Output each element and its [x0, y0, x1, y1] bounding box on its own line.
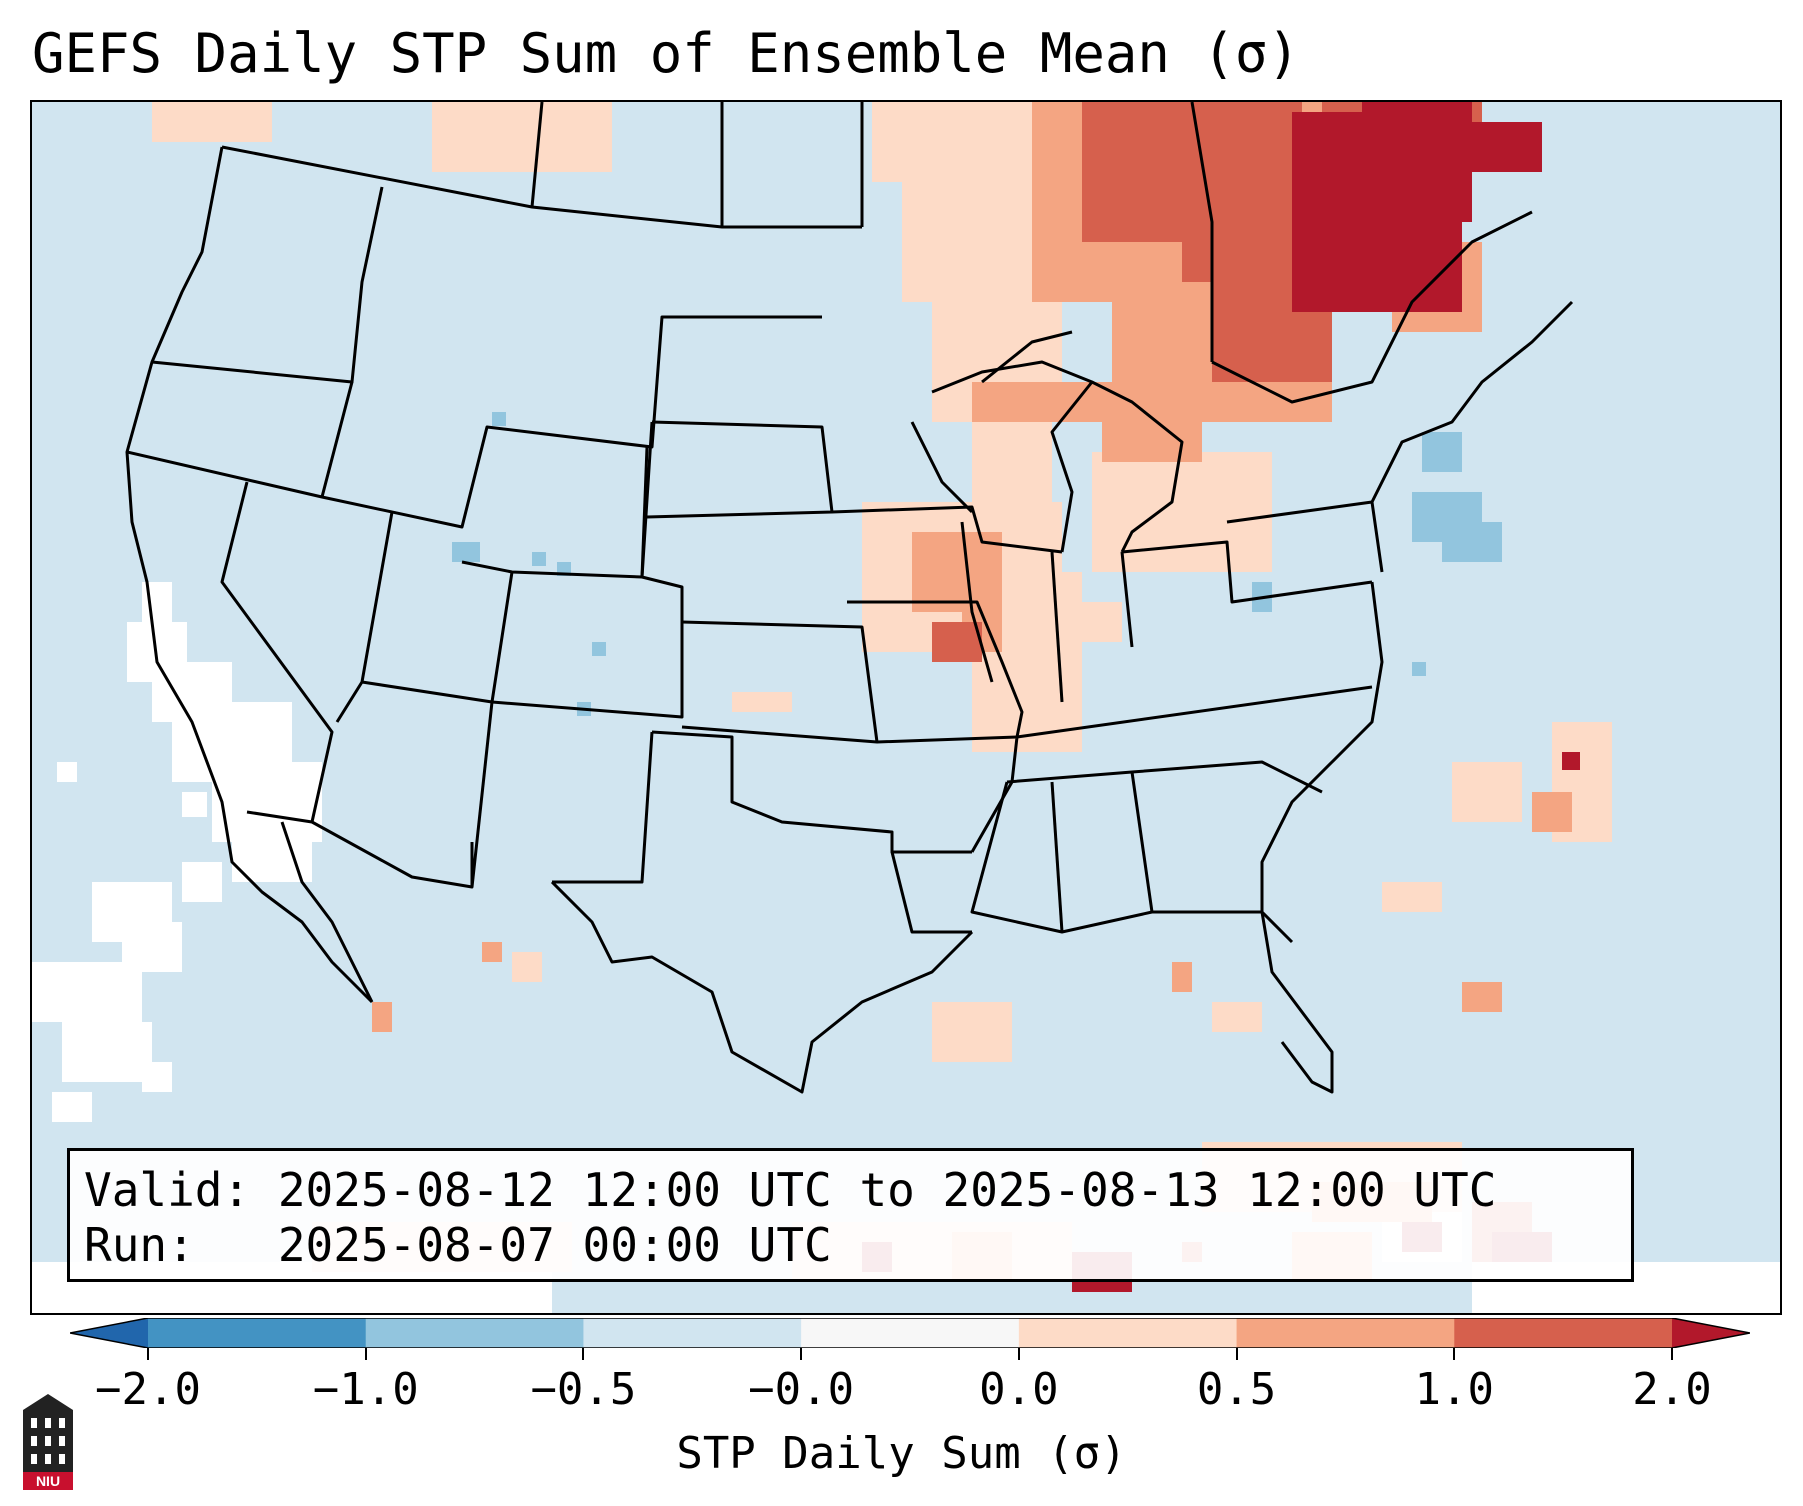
colorbar-segment — [1454, 1318, 1673, 1348]
colorbar-segment — [1236, 1318, 1455, 1348]
colorbar-tick-mark — [1671, 1348, 1673, 1360]
colorbar-tick-mark — [1235, 1348, 1238, 1360]
colorbar-tick-mark — [800, 1348, 803, 1360]
colorbar-segment — [801, 1318, 1020, 1348]
colorbar-segment — [583, 1318, 802, 1348]
colorbar-segment — [148, 1318, 367, 1348]
colorbar-tick-label: −0.0 — [748, 1364, 855, 1415]
colorbar — [69, 1317, 1751, 1352]
forecast-map — [32, 102, 1780, 1313]
colorbar-tick-mark — [147, 1348, 149, 1360]
niu-logo-icon: NIU — [21, 1392, 75, 1494]
valid-line: Valid: 2025-08-12 12:00 UTC to 2025-08-1… — [84, 1163, 1497, 1217]
colorbar-segment — [365, 1318, 584, 1348]
colorbar-tick-label: −1.0 — [312, 1364, 419, 1415]
colorbar-tick-label: 0.0 — [979, 1364, 1059, 1415]
colorbar-tick-mark — [364, 1348, 367, 1360]
colorbar-label: STP Daily Sum (σ) — [676, 1428, 1127, 1479]
colorbar-segments — [148, 1318, 1673, 1348]
boundaries — [125, 102, 1574, 1094]
colorbar-tick-mark — [1453, 1348, 1456, 1360]
colorbar-tick-label: 1.0 — [1414, 1364, 1495, 1415]
colorbar-tick-mark — [1017, 1348, 1020, 1360]
colorbar-over-arrow — [1672, 1318, 1750, 1348]
colorbar-tick-label: −2.0 — [95, 1364, 201, 1415]
run-line: Run: 2025-08-07 00:00 UTC — [84, 1218, 832, 1272]
colorbar-tick-mark — [582, 1348, 585, 1360]
colorbar-svg — [69, 1317, 1751, 1349]
map-title: GEFS Daily STP Sum of Ensemble Mean (σ) — [32, 22, 1300, 85]
valid-run-legend: Valid: 2025-08-12 12:00 UTC to 2025-08-1… — [67, 1148, 1634, 1282]
colorbar-under-arrow — [70, 1318, 148, 1348]
svg-text:NIU: NIU — [36, 1473, 60, 1489]
map-area — [30, 100, 1782, 1315]
colorbar-tick-label: −0.5 — [530, 1364, 637, 1415]
colorbar-segment — [1018, 1318, 1238, 1348]
colorbar-tick-label: 0.5 — [1196, 1364, 1277, 1415]
colorbar-tick-label: 2.0 — [1632, 1364, 1712, 1415]
negative-anomaly-tiles — [452, 412, 1502, 716]
